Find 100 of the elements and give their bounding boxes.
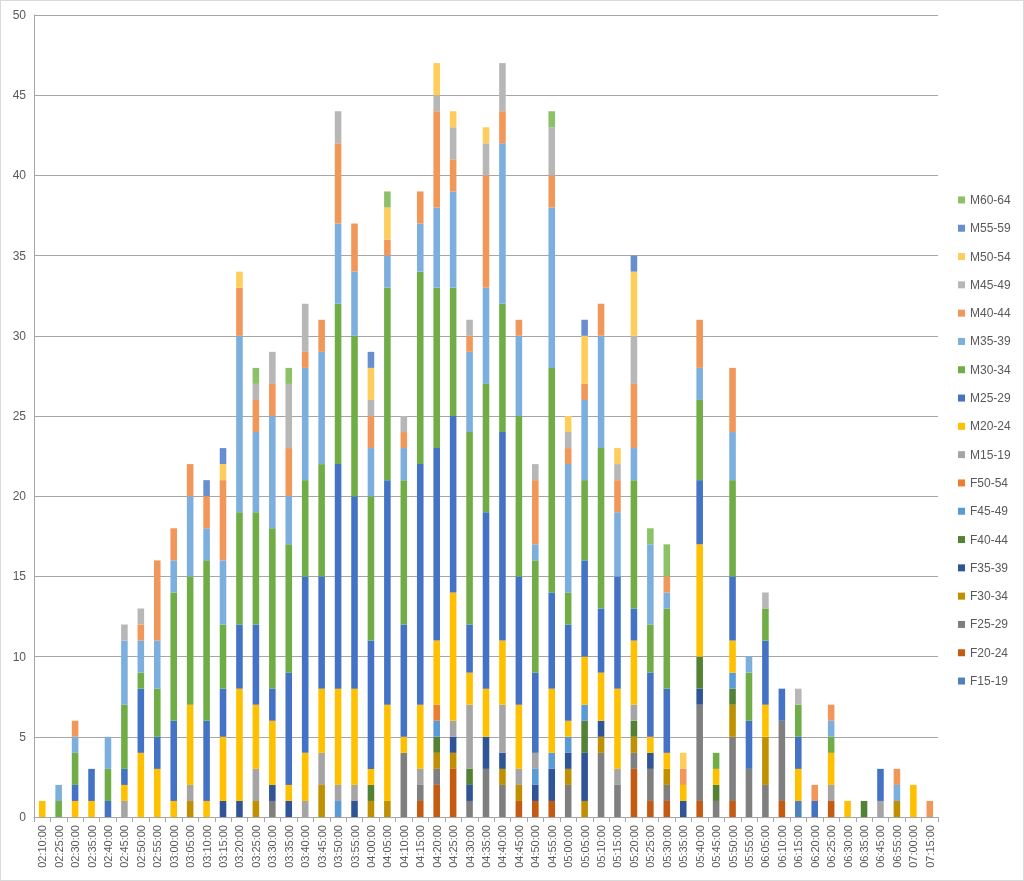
bar: [384, 255, 391, 288]
x-tick-label: 04:55:00: [545, 825, 558, 868]
x-tick-label: 04:40:00: [496, 825, 509, 868]
bar: [334, 784, 342, 801]
bar: [482, 127, 490, 144]
bar: [269, 383, 276, 416]
bar: [696, 319, 703, 368]
x-tick-label: 03:35:00: [282, 825, 295, 868]
bar: [219, 448, 227, 465]
legend-label: M35-39: [970, 334, 1012, 349]
bar: [581, 720, 588, 753]
bar: [449, 127, 457, 160]
x-tick-label: 06:30:00: [841, 825, 854, 868]
bar: [597, 736, 605, 753]
bar: [318, 752, 325, 785]
x-tick-label: 05:35:00: [677, 825, 690, 868]
bar: [729, 432, 736, 481]
bar: [170, 592, 177, 721]
bar: [334, 800, 342, 817]
bar: [236, 688, 243, 801]
bar: [236, 271, 243, 288]
bar: [269, 688, 276, 721]
bar: [170, 528, 177, 561]
bar: [564, 592, 572, 625]
bar: [630, 383, 638, 449]
bar: [466, 768, 473, 785]
bar: [499, 143, 506, 304]
bar: [367, 768, 375, 785]
bar: [630, 255, 638, 272]
bar: [351, 800, 358, 817]
x-tick-label: 05:05:00: [578, 825, 591, 868]
bar: [367, 448, 375, 497]
bar: [121, 800, 128, 817]
x-tick-label: 05:50:00: [726, 825, 739, 868]
bar: [186, 784, 194, 801]
bar: [532, 560, 539, 673]
bar: [153, 736, 161, 769]
bar: [121, 768, 128, 785]
x-tick-label: 05:15:00: [611, 825, 624, 868]
bar: [581, 335, 588, 384]
x-tick-label: 03:10:00: [200, 825, 213, 868]
bar: [203, 800, 210, 817]
bar: [466, 335, 473, 352]
bar: [236, 335, 243, 513]
bar: [745, 768, 753, 817]
x-tick-label: 03:15:00: [217, 825, 230, 868]
x-tick-label: 06:55:00: [890, 825, 903, 868]
bar: [449, 768, 457, 817]
bar: [449, 752, 457, 769]
bar: [696, 704, 703, 801]
y-tick-label: 40: [12, 168, 27, 183]
bar: [252, 704, 260, 769]
bar: [153, 768, 161, 817]
bar: [104, 768, 112, 801]
bar: [729, 736, 736, 801]
bar: [269, 351, 276, 384]
bar: [252, 432, 260, 513]
bar: [433, 768, 440, 785]
x-tick-label: 06:35:00: [858, 825, 871, 868]
bar: [564, 768, 572, 785]
bar: [219, 464, 227, 481]
bar: [466, 319, 473, 336]
bar: [762, 784, 769, 817]
bar: [466, 784, 473, 801]
bar: [762, 736, 769, 785]
bar: [269, 416, 276, 529]
bar: [384, 191, 391, 208]
bar: [762, 608, 769, 641]
bar: [433, 63, 440, 96]
bar: [416, 191, 424, 224]
bar: [384, 480, 391, 705]
bar: [532, 784, 539, 801]
x-tick-label: 05:40:00: [693, 825, 706, 868]
bar: [548, 800, 556, 817]
bar: [532, 752, 539, 769]
y-tick-label: 25: [12, 409, 27, 423]
bar: [449, 191, 457, 288]
bar: [515, 800, 523, 817]
bar: [597, 672, 605, 721]
x-tick-label: 03:45:00: [315, 825, 328, 868]
x-tick-label: 04:10:00: [397, 825, 410, 868]
bar: [367, 640, 375, 769]
bar: [137, 608, 145, 625]
bar: [827, 752, 835, 785]
bar: [844, 800, 851, 817]
bar: [301, 351, 309, 368]
x-tick-label: 04:30:00: [463, 825, 476, 868]
bar: [482, 768, 490, 817]
bar: [285, 544, 293, 673]
bar: [400, 432, 408, 449]
x-tick-label: 06:10:00: [775, 825, 788, 868]
bar: [367, 800, 375, 817]
bar: [564, 624, 572, 721]
bar: [647, 528, 654, 545]
bar: [400, 448, 408, 481]
bar: [679, 752, 687, 769]
bar: [252, 800, 260, 817]
bar: [515, 319, 523, 336]
x-tick-label: 05:20:00: [627, 825, 640, 868]
bar: [630, 480, 638, 609]
